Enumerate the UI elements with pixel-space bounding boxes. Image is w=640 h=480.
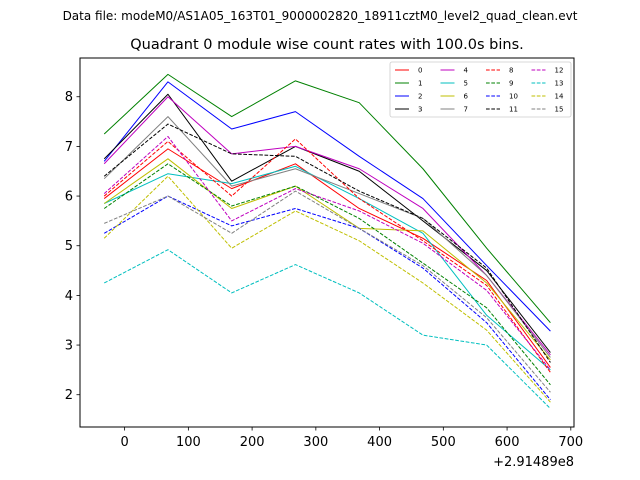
series-line-4 [103, 96, 551, 356]
legend-label-5: 5 [464, 80, 468, 88]
y-axis: 2 3 4 5 6 7 8 [65, 90, 80, 403]
legend-label-13: 13 [555, 80, 564, 88]
series-line-7 [103, 116, 551, 358]
y-tick-label: 4 [65, 289, 73, 304]
series-line-0 [103, 148, 551, 368]
x-tick-label: 400 [367, 435, 392, 450]
x-offset-label: +2.91489e8 [493, 455, 574, 470]
series-line-2 [103, 81, 551, 332]
series-line-1 [103, 73, 551, 324]
x-tick-label: 600 [495, 435, 520, 450]
legend-label-0: 0 [418, 67, 422, 75]
legend-label-2: 2 [418, 93, 422, 101]
legend-label-11: 11 [509, 106, 518, 114]
y-tick-label: 7 [65, 140, 73, 155]
legend-frame [389, 61, 572, 118]
axes-background [80, 58, 574, 427]
legend-label-1: 1 [418, 80, 422, 88]
axes-frame [79, 57, 575, 428]
x-tick-label: 0 [120, 435, 128, 450]
legend-label-10: 10 [509, 93, 518, 101]
series-line-6 [103, 158, 551, 361]
legend-label-8: 8 [509, 67, 513, 75]
x-tick-label: 100 [176, 435, 201, 450]
legend-label-6: 6 [464, 93, 469, 101]
x-tick-label: 700 [558, 435, 583, 450]
y-tick-label: 5 [65, 239, 73, 254]
series-line-5 [104, 165, 551, 371]
suptitle: Data file: modeM0/AS1A05_163T01_90000028… [63, 9, 578, 23]
series-line-3 [103, 93, 551, 353]
legend-label-12: 12 [555, 67, 564, 75]
legend-label-4: 4 [464, 67, 469, 75]
series-line-12 [103, 135, 551, 371]
legend-label-9: 9 [509, 80, 513, 88]
y-tick-label: 2 [65, 388, 73, 403]
y-tick-label: 6 [65, 190, 73, 205]
x-axis: 0 100 200 300 400 500 600 700 [120, 427, 583, 450]
x-tick-label: 300 [303, 435, 328, 450]
y-tick-label: 8 [65, 90, 73, 105]
x-tick-label: 200 [240, 435, 265, 450]
x-tick-label: 500 [431, 435, 456, 450]
legend-label-3: 3 [418, 106, 422, 114]
legend-label-14: 14 [555, 93, 564, 101]
series-line-15 [104, 190, 551, 393]
series-layer [103, 73, 551, 409]
series-line-9 [103, 163, 551, 386]
series-line-11 [103, 123, 551, 363]
chart-title: Quadrant 0 module wise count rates with … [130, 37, 524, 53]
series-line-14 [103, 175, 551, 403]
legend-label-7: 7 [464, 106, 468, 114]
legend-label-15: 15 [555, 106, 564, 114]
y-tick-label: 3 [65, 339, 73, 354]
series-line-10 [103, 195, 551, 401]
